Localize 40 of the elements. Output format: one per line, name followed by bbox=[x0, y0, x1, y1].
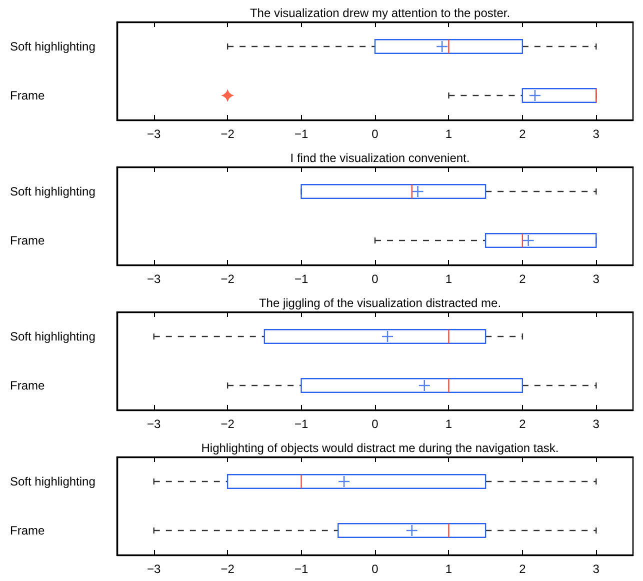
x-tick-label: 0 bbox=[372, 562, 379, 576]
x-tick-label: 1 bbox=[445, 127, 452, 141]
x-tick-label: 0 bbox=[372, 417, 379, 431]
x-tick-label: 3 bbox=[592, 417, 600, 431]
y-tick-label: Frame bbox=[10, 234, 45, 248]
chart-title: I find the visualization convenient. bbox=[290, 151, 470, 165]
x-tick-label: −2 bbox=[220, 127, 235, 141]
x-tick-label: −3 bbox=[147, 272, 162, 286]
y-tick-label: Frame bbox=[10, 378, 45, 392]
x-tick-label: 2 bbox=[519, 562, 526, 576]
x-tick-label: 1 bbox=[445, 417, 452, 431]
y-tick-label: Soft highlighting bbox=[10, 40, 96, 54]
x-tick-label: −3 bbox=[147, 417, 162, 431]
x-tick-label: −2 bbox=[220, 417, 235, 431]
x-tick-label: −2 bbox=[220, 272, 235, 286]
x-tick-label: 1 bbox=[445, 562, 452, 576]
x-tick-label: 1 bbox=[445, 272, 452, 286]
x-tick-label: 0 bbox=[372, 272, 379, 286]
x-tick-label: −1 bbox=[294, 417, 308, 431]
x-tick-label: 3 bbox=[592, 562, 600, 576]
y-tick-label: Frame bbox=[10, 524, 45, 538]
x-tick-label: −3 bbox=[147, 127, 162, 141]
x-tick-label: 3 bbox=[592, 272, 600, 286]
x-tick-label: 0 bbox=[372, 127, 379, 141]
x-tick-label: −1 bbox=[294, 272, 308, 286]
chart-title: Highlighting of objects would distract me during the navigation task. bbox=[201, 441, 559, 455]
y-tick-label: Soft highlighting bbox=[10, 184, 96, 198]
y-tick-label: Soft highlighting bbox=[10, 474, 96, 488]
x-tick-label: −2 bbox=[220, 562, 235, 576]
x-tick-label: −1 bbox=[294, 562, 308, 576]
chart-title: The jiggling of the visualization distracted me. bbox=[258, 296, 502, 310]
x-tick-label: −1 bbox=[294, 127, 308, 141]
chart-title: The visualization drew my attention to the poster. bbox=[250, 6, 510, 20]
x-tick-label: 2 bbox=[519, 272, 526, 286]
x-tick-label: 3 bbox=[592, 127, 600, 141]
y-tick-label: Frame bbox=[10, 88, 45, 102]
y-tick-label: Soft highlighting bbox=[10, 330, 96, 344]
x-tick-label: −3 bbox=[147, 562, 162, 576]
x-tick-label: 2 bbox=[519, 417, 526, 431]
x-tick-label: 2 bbox=[519, 127, 526, 141]
